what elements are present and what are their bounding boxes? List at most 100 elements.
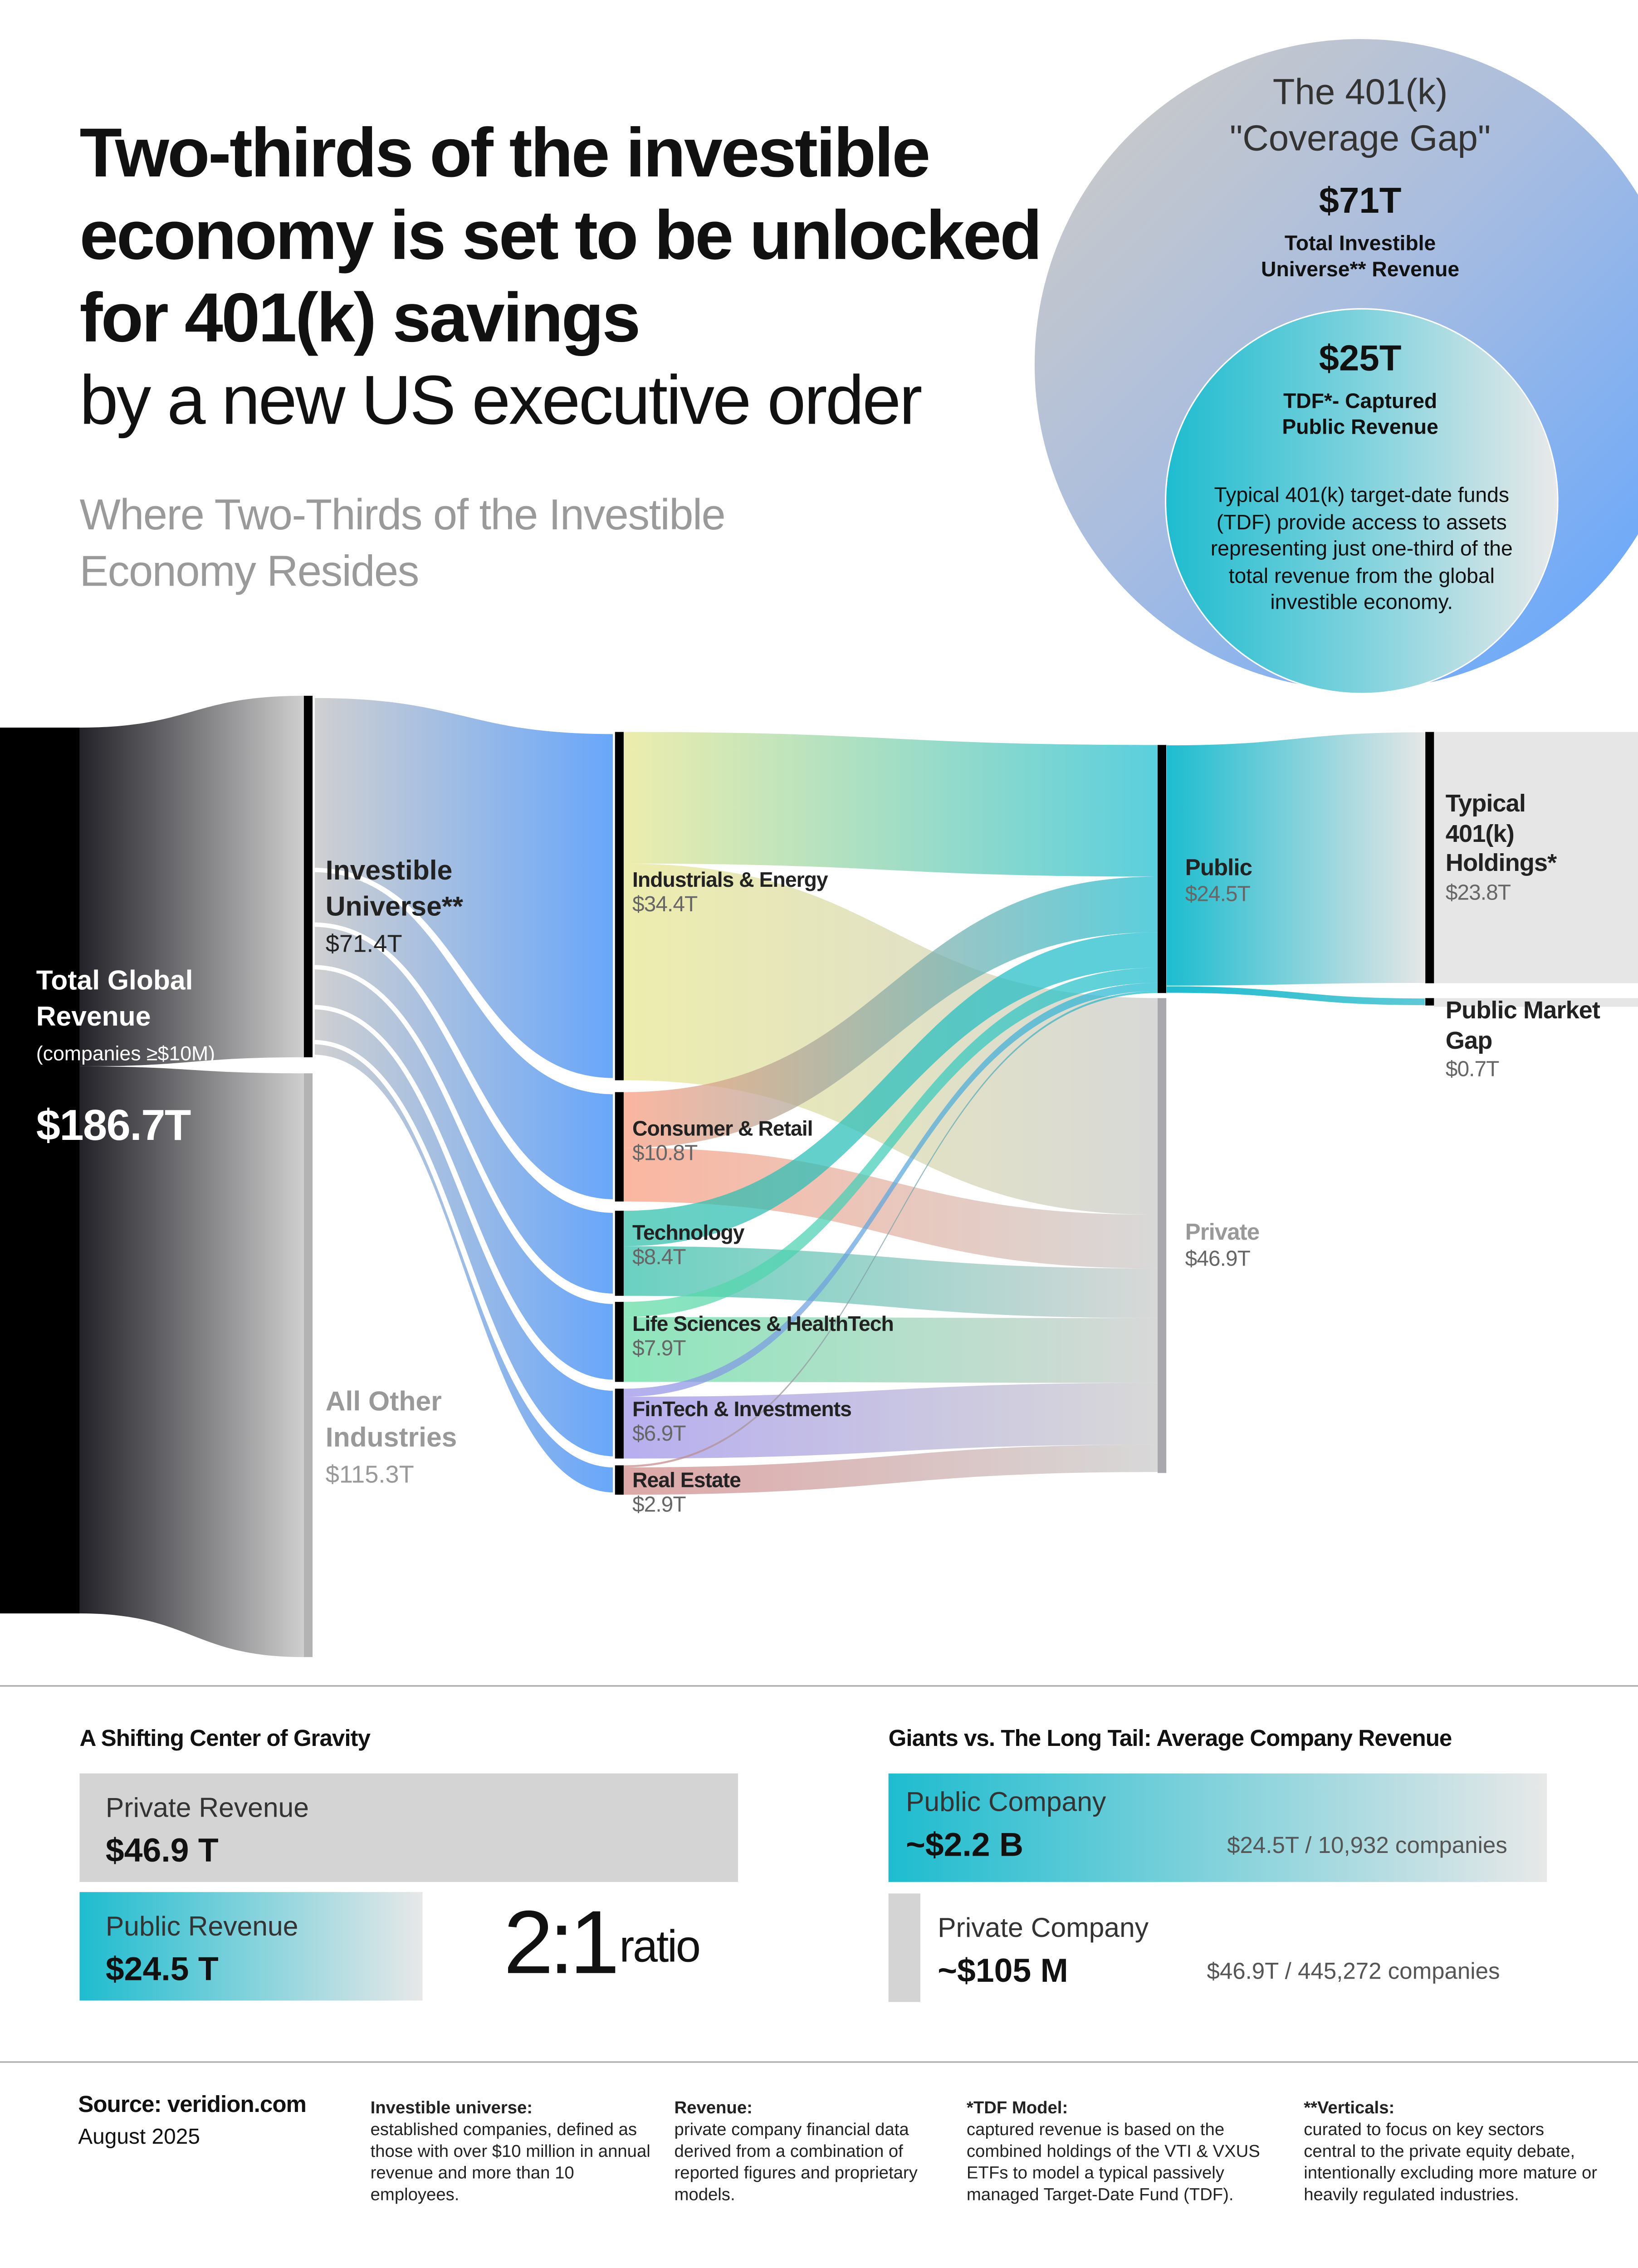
node-gap <box>1425 998 1434 1006</box>
private-company-bar <box>888 1893 920 2002</box>
holdings-label: Typical 401(k) Holdings* <box>1445 790 1557 877</box>
link-total-other <box>79 1066 304 1657</box>
industrials-value: $34.4T <box>632 892 698 917</box>
link-technology-private <box>623 1246 1158 1318</box>
public-company-label: Public Company <box>905 1788 1106 1818</box>
coverage-title-line2: "Coverage Gap" <box>1229 118 1491 159</box>
note-investible: Investible universe: established companie… <box>371 2097 653 2206</box>
link-lifesci-public <box>623 968 1158 1317</box>
note-text: curated to focus on key sectors central … <box>1304 2119 1598 2205</box>
node-other <box>303 1073 313 1657</box>
node-lifesci <box>615 1302 624 1382</box>
link-industrials-public <box>623 732 1158 877</box>
node-industrials <box>615 732 624 1080</box>
link-total-investible <box>79 695 304 1066</box>
link-public-gap <box>1166 985 1426 1006</box>
private-revenue-value: $46.9 T <box>105 1831 219 1869</box>
note-text: private company financial data derived f… <box>674 2119 918 2205</box>
label-private: Private $46.9T <box>1185 1221 1260 1272</box>
technology-value: $8.4T <box>632 1245 686 1270</box>
label-public: Public $24.5T <box>1185 856 1252 907</box>
captured-value: $25T <box>1319 338 1402 379</box>
note-title: *TDF Model: <box>966 2097 1068 2118</box>
label-holdings: Typical 401(k) Holdings* $23.8T <box>1446 790 1576 908</box>
note-title: **Verticals: <box>1304 2097 1395 2118</box>
public-revenue-box <box>79 1892 423 2001</box>
fintech-label: FinTech & Investments <box>632 1398 852 1422</box>
gap-value: $0.7T <box>1445 1057 1500 1082</box>
node-total <box>0 728 80 1613</box>
public-revenue-label: Public Revenue <box>105 1912 298 1943</box>
lifesci-value: $7.9T <box>632 1336 686 1361</box>
public-label: Public <box>1185 856 1252 881</box>
total-label: Total Global Revenue <box>36 966 193 1033</box>
public-value: $24.5T <box>1185 882 1251 907</box>
link-fintech-public <box>623 982 1158 1397</box>
consumer-value: $10.8T <box>632 1141 698 1166</box>
note-title: Revenue: <box>674 2097 753 2118</box>
private-company-label: Private Company <box>938 1914 1149 1945</box>
consumer-label: Consumer & Retail <box>632 1118 813 1142</box>
gap-label: Public Market Gap <box>1445 997 1600 1054</box>
captured-label: TDF*- Captured Public Revenue <box>1282 391 1438 440</box>
footer-divider <box>0 2061 1638 2063</box>
holdings-value: $23.8T <box>1445 880 1511 905</box>
label-fintech: FinTech & Investments $6.9T <box>632 1398 852 1447</box>
total-value: $186.7T <box>36 1102 191 1150</box>
other-label: All Other Industries <box>325 1387 457 1454</box>
total-sublabel: (companies ≥$10M) <box>36 1041 215 1065</box>
link-consumer-public <box>623 876 1158 1148</box>
node-public <box>1158 745 1167 993</box>
section-divider <box>0 1685 1638 1687</box>
public-revenue-value: $24.5 T <box>105 1950 219 1988</box>
link-lifesci-private <box>623 1317 1158 1383</box>
note-text: established companies, defined as those … <box>370 2119 650 2205</box>
ratio-value: 2:1 <box>504 1893 620 1994</box>
investible-label: Investible Universe** <box>325 856 463 923</box>
lifesci-label: Life Sciences & HealthTech <box>632 1313 894 1337</box>
giants-heading: Giants vs. The Long Tail: Average Compan… <box>888 1727 1452 1752</box>
label-realestate: Real Estate $2.9T <box>632 1470 741 1517</box>
label-gap: Public Market Gap $0.7T <box>1446 997 1605 1085</box>
realestate-value: $2.9T <box>632 1493 686 1518</box>
ratio-label: ratio <box>619 1921 701 1972</box>
label-consumer: Consumer & Retail $10.8T <box>632 1118 813 1166</box>
node-private <box>1158 998 1167 1473</box>
holdings-panel <box>1434 732 1638 983</box>
private-value: $46.9T <box>1185 1246 1251 1272</box>
private-revenue-label: Private Revenue <box>105 1794 309 1824</box>
coverage-title-line1: The 401(k) <box>1272 72 1448 113</box>
link-investible-realestate <box>310 1040 617 1497</box>
private-revenue-box <box>79 1773 738 1882</box>
title-bold: Two-thirds of the investible economy is … <box>79 116 1042 357</box>
industrials-label: Industrials & Energy <box>632 869 828 893</box>
page-title: Two-thirds of the investible economy is … <box>79 113 1063 443</box>
link-realestate-private <box>623 1444 1158 1495</box>
public-company-value: ~$2.2 B <box>905 1825 1023 1863</box>
label-investible: Investible Universe** $71.4T <box>326 854 499 962</box>
public-company-calc: $24.5T / 10,932 companies <box>1227 1834 1507 1859</box>
total-investible-label: Total Investible Universe** Revenue <box>1261 233 1460 282</box>
investible-value: $71.4T <box>325 930 402 958</box>
private-company-value: ~$105 M <box>938 1951 1068 1989</box>
label-industrials: Industrials & Energy $34.4T <box>632 870 828 917</box>
link-realestate-public <box>623 991 1158 1467</box>
link-fintech-private <box>623 1383 1158 1459</box>
fintech-value: $6.9T <box>632 1422 686 1447</box>
coverage-description: Typical 401(k) target-date funds (TDF) p… <box>1210 484 1513 615</box>
technology-label: Technology <box>632 1222 745 1246</box>
total-investible-value: $71T <box>1319 181 1402 221</box>
node-holdings <box>1425 732 1434 983</box>
node-investible <box>303 695 313 1057</box>
date: August 2025 <box>78 2125 200 2150</box>
link-technology-public <box>623 932 1158 1246</box>
label-other: All Other Industries $115.3T <box>326 1384 485 1493</box>
title-light: by a new US executive order <box>79 363 922 440</box>
label-lifesci: Life Sciences & HealthTech $7.9T <box>632 1314 894 1361</box>
label-technology: Technology $8.4T <box>632 1222 745 1270</box>
note-title: Investible universe: <box>370 2097 533 2118</box>
gap-panel <box>1434 998 1638 1007</box>
source: Source: veridion.com <box>78 2093 307 2118</box>
